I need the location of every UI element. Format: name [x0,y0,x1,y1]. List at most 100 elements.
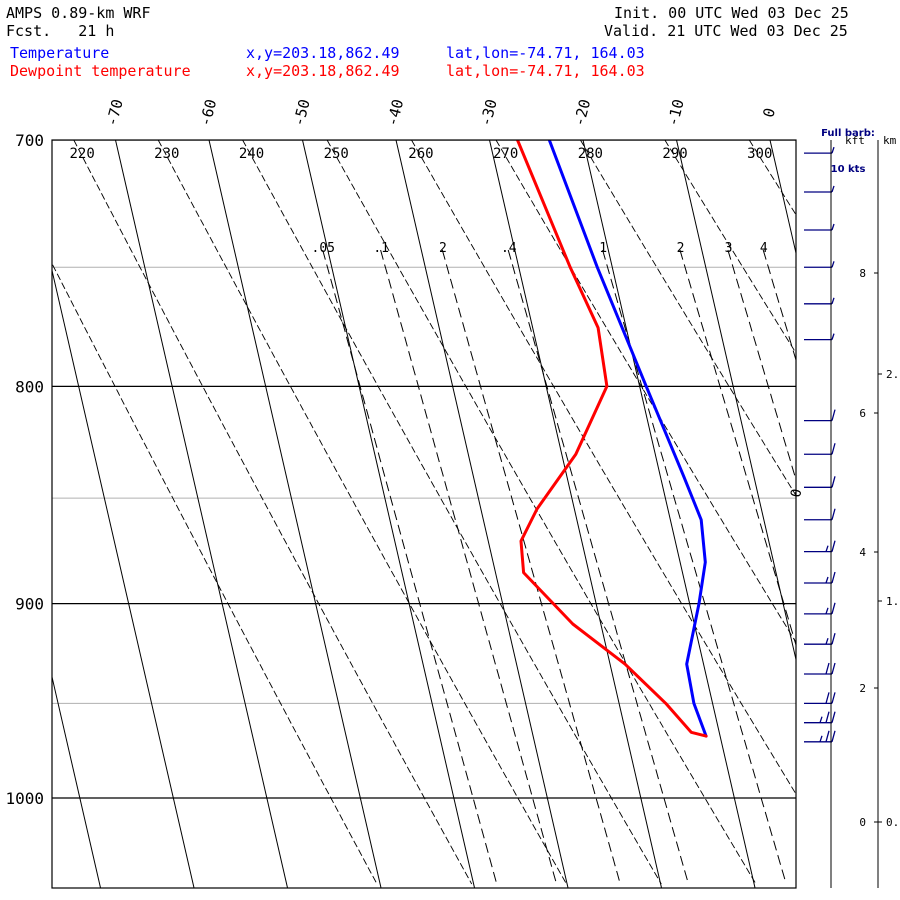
isotherm-line [395,140,569,888]
wind-barb-half [819,716,823,723]
km-tick-label: 2. [886,368,899,381]
wind-barb [804,223,835,231]
wind-barb [804,633,836,645]
wind-barb-full [831,443,836,455]
sounding-profiles [516,140,708,738]
mixing-ratio-line [727,249,796,482]
wind-barb-full [831,409,836,421]
dry-adiabat-line [748,140,796,216]
kft-axis-label: kft [845,134,865,147]
mixing-ratio-line [762,249,796,362]
wind-barb-full [825,662,830,675]
theta-label: 230 [154,146,179,162]
temperature-latlon: lat,lon=-74.71, 164.03 [446,44,645,62]
mixing-ratio-label: 1 [599,241,607,256]
kft-tick-label: 6 [859,407,866,420]
dry-adiabat-line [157,140,567,885]
dry-adiabat-line [326,140,757,885]
wind-barb-full [831,602,836,615]
wind-barb [804,662,836,675]
dewpoint-profile-line [516,140,708,738]
plot-frame [51,139,797,889]
mixing-ratio-line [322,249,497,883]
dewpoint-xy: x,y=203.18,862.49 [246,62,400,80]
temperature-tick-label: -60 [196,97,220,128]
wind-barb-full [831,730,836,742]
wind-barb [804,185,835,193]
wind-barb-half [831,146,835,154]
wind-barb-half [831,223,835,231]
pressure-tick-label: 800 [15,377,44,396]
wind-barb-half [825,545,829,552]
wind-barb-full [831,662,836,675]
theta-label: 300 [747,146,772,162]
barb-legend-speed: 10 kts [830,164,866,175]
theta-label: 260 [408,146,433,162]
dry-adiabat-line [242,140,662,885]
wind-barb-half [825,607,829,615]
pressure-tick-label: 700 [15,131,44,150]
mixing-ratio-label: .1 [373,241,389,256]
dry-adiabat-line [73,140,473,885]
mixing-ratio-line [441,249,621,883]
mixing-ratio-label: .4 [501,241,517,256]
mixing-ratio-lines [322,249,796,883]
kft-tick-label: 8 [859,267,866,280]
wind-barb-half [825,637,829,645]
theta-label: 250 [324,146,349,162]
wind-barb-half [831,297,835,305]
isotherm-line [489,140,663,888]
mixing-ratio-label: 2 [677,241,685,256]
isotherm-line [52,268,195,888]
height-axis: kft km 0 2 4 6 8 0. 1. 2. [830,134,899,888]
dewpoint-legend: Dewpoint temperature [10,62,191,80]
isotherm-line [115,140,289,888]
temperature-tick-label: -40 [383,97,407,128]
stray-label: 0 [788,488,805,499]
mixing-ratio-line [507,249,689,883]
kft-tick-label: 2 [859,682,866,695]
wind-barb [804,333,835,341]
temperature-xy: x,y=203.18,862.49 [246,44,400,62]
km-tick-label: 1. [886,595,899,608]
wind-barb-full [831,476,836,488]
forecast-hour: Fcst. 21 h [6,22,115,40]
model-title: AMPS 0.89-km WRF [6,4,151,22]
temperature-profile-line [547,140,708,738]
kft-tick-label: 0 [859,816,866,829]
wind-barb-full [831,633,836,645]
mixing-ratio-line [380,249,557,883]
dry-adiabat-line [580,140,796,497]
wind-barb [804,571,836,584]
wind-barb [804,476,836,488]
isotherm-line [302,140,476,888]
theta-label: 290 [662,146,687,162]
temperature-tick-label: -50 [289,97,313,128]
mixing-ratio-line [679,249,796,647]
wind-barb [804,692,836,705]
wind-barb-full [831,692,836,704]
wind-barb-full [831,711,836,723]
isotherm-line [864,140,900,888]
wind-barb-full [831,571,836,584]
dry-adiabat-line [411,140,796,795]
isotherm-line [769,140,796,256]
wind-barb [804,602,836,615]
wind-barb [804,146,835,154]
isotherms [52,140,900,888]
barb-legend-title: Full barb: [821,128,875,139]
barb-legend: Full barb: 10 kts [808,104,888,188]
wind-barb [804,409,836,422]
init-time: Init. 00 UTC Wed 03 Dec 25 [614,4,849,22]
wind-barb [804,711,836,724]
wind-barb-full [825,730,830,742]
wind-barb-half [831,261,835,268]
dry-adiabat-line [664,140,796,354]
mixing-ratio-label: .05 [312,241,335,256]
mixing-ratio-label: 4 [760,241,768,256]
temperature-tick-label: -70 [102,97,126,128]
temperature-tick-label: -20 [570,97,594,128]
wind-barb-half [831,185,835,193]
